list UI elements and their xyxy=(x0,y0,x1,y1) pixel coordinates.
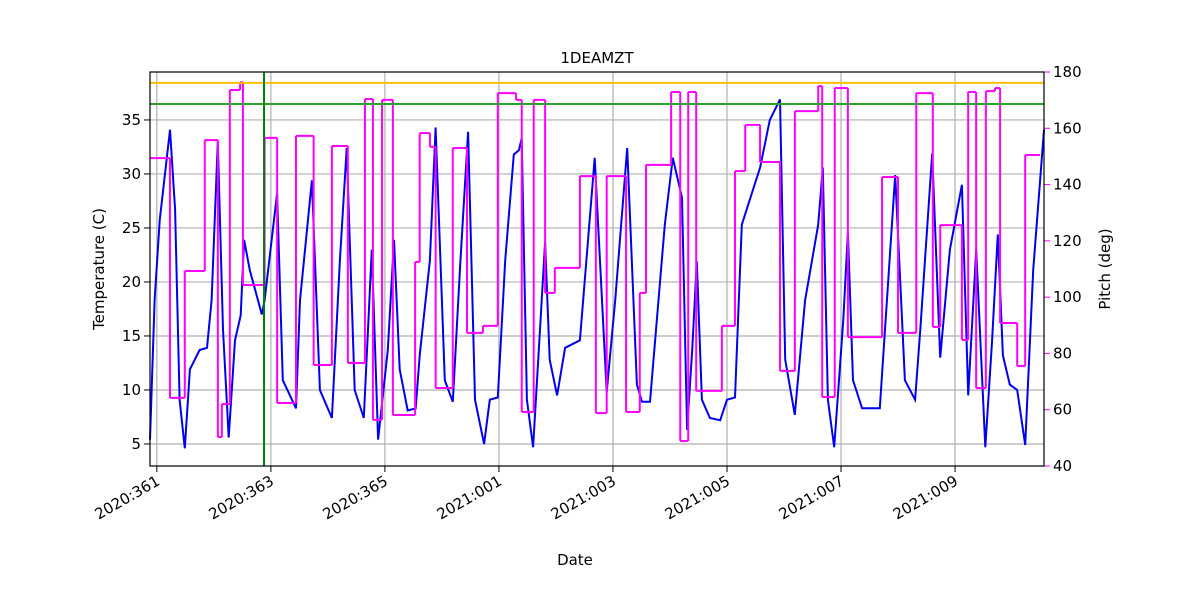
y-tick-label: 5 xyxy=(131,435,141,453)
chart-title: 1DEAMZT xyxy=(560,49,634,67)
y-tick-label: 35 xyxy=(122,111,141,129)
y-tick-label: 25 xyxy=(122,219,141,237)
y2-tick-label: 180 xyxy=(1053,63,1082,81)
x-tick-label: 2021:009 xyxy=(890,472,961,524)
y2-tick-label: 120 xyxy=(1053,232,1082,250)
y-tick-label: 30 xyxy=(122,165,141,183)
y-tick-label: 15 xyxy=(122,327,141,345)
x-tick-label: 2020:361 xyxy=(92,472,163,524)
plot-frame xyxy=(149,71,1045,467)
y2-tick-label: 80 xyxy=(1053,344,1072,362)
x-tick-label: 2021:005 xyxy=(662,472,733,524)
y2-tick-label: 160 xyxy=(1053,119,1082,137)
x-tick-label: 2021:007 xyxy=(776,472,847,524)
x-axis-label: Date xyxy=(557,551,593,569)
temperature-line xyxy=(149,98,1045,449)
y-tick-label: 10 xyxy=(122,381,141,399)
y-tick-label: 20 xyxy=(122,273,141,291)
y2-tick-label: 60 xyxy=(1053,401,1072,419)
y2-tick-label: 140 xyxy=(1053,176,1082,194)
x-tick-label: 2020:363 xyxy=(206,472,277,524)
y-axis-label: Temperature (C) xyxy=(90,208,108,331)
y2-tick-label: 40 xyxy=(1053,457,1072,475)
y2-tick-label: 100 xyxy=(1053,288,1082,306)
x-tick-label: 2020:365 xyxy=(320,472,391,524)
x-tick-label: 2021:003 xyxy=(548,472,619,524)
x-tick-label: 2021:001 xyxy=(434,472,505,524)
y2-axis-label: Pitch (deg) xyxy=(1096,228,1114,309)
